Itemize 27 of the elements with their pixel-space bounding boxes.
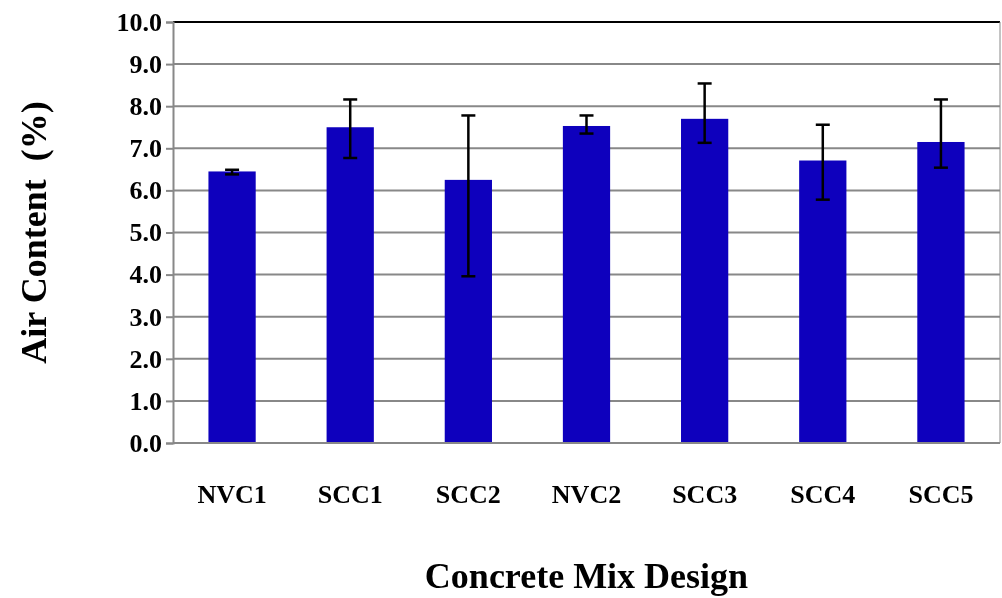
x-tick-label: SCC4 — [790, 480, 856, 510]
y-tick-label: 4.0 — [129, 260, 162, 290]
x-tick-label: SCC2 — [435, 480, 501, 510]
y-tick-label: 8.0 — [129, 92, 162, 122]
y-tick-label: 10.0 — [116, 7, 162, 37]
bar — [681, 118, 729, 443]
y-axis-title: Air Content (%) — [14, 101, 54, 364]
y-tick-label: 1.0 — [129, 386, 162, 416]
bar — [917, 141, 965, 443]
bar — [799, 160, 847, 443]
x-tick-label: SCC5 — [908, 480, 974, 510]
y-tick-label: 2.0 — [129, 344, 162, 374]
bar — [208, 171, 256, 443]
x-axis-title: Concrete Mix Design — [424, 556, 749, 596]
y-tick-label: 5.0 — [129, 218, 162, 248]
y-tick-label: 3.0 — [129, 302, 162, 332]
bar — [326, 127, 374, 443]
x-tick-label: NVC2 — [551, 480, 622, 510]
x-tick-label: SCC3 — [672, 480, 738, 510]
y-tick-label: 9.0 — [129, 49, 162, 79]
y-tick-label: 7.0 — [129, 134, 162, 164]
x-tick-label: SCC1 — [317, 480, 383, 510]
y-tick-label: 6.0 — [129, 176, 162, 206]
y-tick-label: 0.0 — [129, 428, 162, 458]
x-tick-label: NVC1 — [197, 480, 267, 510]
bar — [444, 179, 492, 443]
bar — [562, 125, 611, 443]
